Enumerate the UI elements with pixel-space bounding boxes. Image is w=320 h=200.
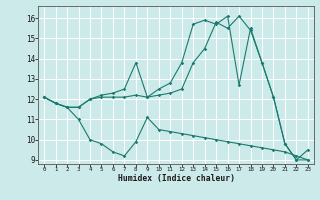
X-axis label: Humidex (Indice chaleur): Humidex (Indice chaleur) xyxy=(117,174,235,183)
